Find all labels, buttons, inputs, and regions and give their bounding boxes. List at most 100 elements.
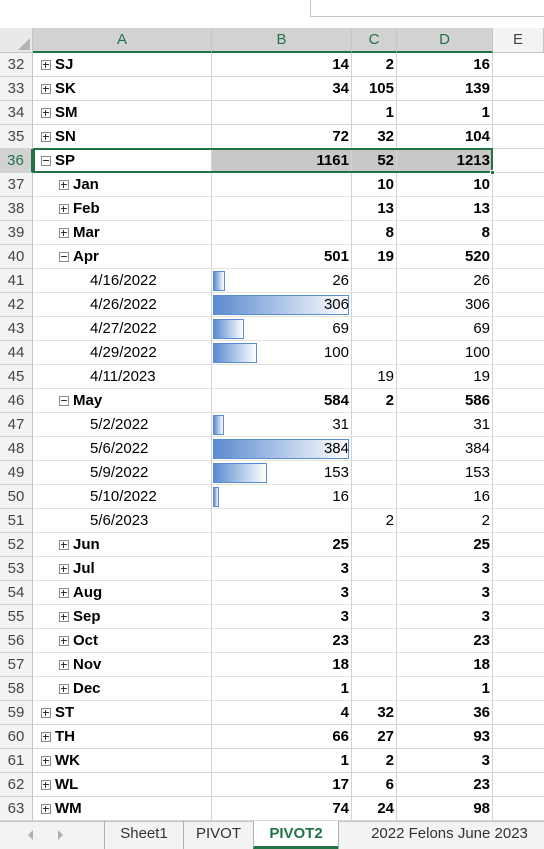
cell-value[interactable]: 3 [340,608,349,625]
column-header[interactable]: D [397,28,493,53]
row-label[interactable]: 5/6/2023 [90,512,149,529]
toggle-button[interactable] [41,708,51,718]
toggle-button[interactable] [41,60,51,70]
toggle-button[interactable] [41,780,51,790]
toggle-button[interactable] [41,756,51,766]
row-header[interactable]: 56 [0,629,33,653]
sheet-tab[interactable]: Sheet1 [104,821,183,849]
row-header[interactable]: 62 [0,773,33,797]
cell-value[interactable]: 8 [481,224,490,241]
cell-value[interactable]: 2 [385,512,394,529]
row-header[interactable]: 43 [0,317,33,341]
row-header[interactable]: 52 [0,533,33,557]
cell-value[interactable]: 69 [473,320,490,337]
row-label[interactable]: 4/26/2022 [90,296,157,313]
cell-value[interactable]: 23 [332,632,349,649]
row-header[interactable]: 40 [0,245,33,269]
cell-value[interactable]: 13 [377,200,394,217]
cell-value[interactable]: 1 [340,752,349,769]
cell-value[interactable]: 139 [464,80,490,97]
nav-prev[interactable] [28,830,33,840]
row-header[interactable]: 37 [0,173,33,197]
cell-value[interactable]: 3 [481,560,490,577]
row-label[interactable]: WK [55,752,80,769]
toggle-button[interactable] [41,108,51,118]
cell-value[interactable]: 16 [473,488,490,505]
cell-value[interactable]: 1213 [456,152,490,169]
cell-value[interactable]: 100 [323,344,349,361]
cell-value[interactable]: 26 [332,272,349,289]
cell-value[interactable]: 100 [464,344,490,361]
cell-value[interactable]: 93 [473,728,490,745]
cell-value[interactable]: 10 [473,176,490,193]
row-header[interactable]: 41 [0,269,33,293]
toggle-button[interactable] [59,660,69,670]
toggle-button[interactable] [59,228,69,238]
column-header[interactable]: B [212,28,352,53]
cell-value[interactable]: 23 [473,776,490,793]
row-header[interactable]: 49 [0,461,33,485]
row-label[interactable]: 5/2/2022 [90,416,149,433]
row-header[interactable]: 57 [0,653,33,677]
row-label[interactable]: Jun [73,536,100,553]
cell-value[interactable]: 32 [377,704,394,721]
cell-value[interactable]: 3 [340,584,349,601]
cell-value[interactable]: 3 [340,560,349,577]
row-header[interactable]: 33 [0,77,33,101]
cell-value[interactable]: 2 [385,392,394,409]
row-header[interactable]: 34 [0,101,33,125]
row-label[interactable]: 4/11/2023 [90,368,156,385]
cell-value[interactable]: 306 [323,296,349,313]
cell-value[interactable]: 34 [332,80,349,97]
cell-value[interactable]: 19 [473,368,490,385]
row-header[interactable]: 50 [0,485,33,509]
cell-value[interactable]: 19 [377,368,394,385]
row-label[interactable]: SM [55,104,78,121]
toggle-button[interactable] [59,540,69,550]
row-label[interactable]: SJ [55,56,74,73]
cell-value[interactable]: 25 [332,536,349,553]
cell-value[interactable]: 520 [464,248,490,265]
column-header[interactable]: C [352,28,397,53]
row-label[interactable]: SN [55,128,76,145]
cell-value[interactable]: 8 [385,224,394,241]
cell-value[interactable]: 586 [464,392,490,409]
row-label[interactable]: 4/16/2022 [90,272,157,289]
cell-value[interactable]: 31 [332,416,349,433]
row-header[interactable]: 35 [0,125,33,149]
toggle-button[interactable] [59,684,69,694]
row-header[interactable]: 46 [0,389,33,413]
row-label[interactable]: WL [55,776,79,793]
row-header[interactable]: 60 [0,725,33,749]
row-label[interactable]: WM [55,800,82,817]
sheet-tab[interactable]: PIVOT2 [253,821,338,849]
toggle-button[interactable] [59,612,69,622]
toggle-button[interactable] [59,252,69,262]
row-header[interactable]: 61 [0,749,33,773]
cell-value[interactable]: 3 [481,608,490,625]
cell-value[interactable]: 1 [385,104,394,121]
cell-value[interactable]: 384 [323,440,349,457]
cell-value[interactable]: 584 [323,392,349,409]
cell-value[interactable]: 19 [377,248,394,265]
cell-value[interactable]: 31 [473,416,490,433]
row-label[interactable]: May [73,392,103,409]
toggle-button[interactable] [41,804,51,814]
row-label[interactable]: 5/9/2022 [90,464,149,481]
row-label[interactable]: Apr [73,248,99,265]
row-header[interactable]: 63 [0,797,33,821]
sheet-tab[interactable]: 2022 Felons June 2023 [338,821,544,849]
row-label[interactable]: Aug [73,584,103,601]
cell-value[interactable]: 153 [323,464,349,481]
cell-value[interactable]: 10 [377,176,394,193]
row-header[interactable]: 39 [0,221,33,245]
row-header[interactable]: 38 [0,197,33,221]
row-header[interactable]: 44 [0,341,33,365]
cell-value[interactable]: 3 [481,584,490,601]
cell-value[interactable]: 2 [385,56,394,73]
cell-value[interactable]: 72 [332,128,349,145]
cell-value[interactable]: 18 [332,656,349,673]
cell-value[interactable]: 98 [473,800,490,817]
row-label[interactable]: SP [55,152,76,169]
toggle-button[interactable] [59,180,69,190]
